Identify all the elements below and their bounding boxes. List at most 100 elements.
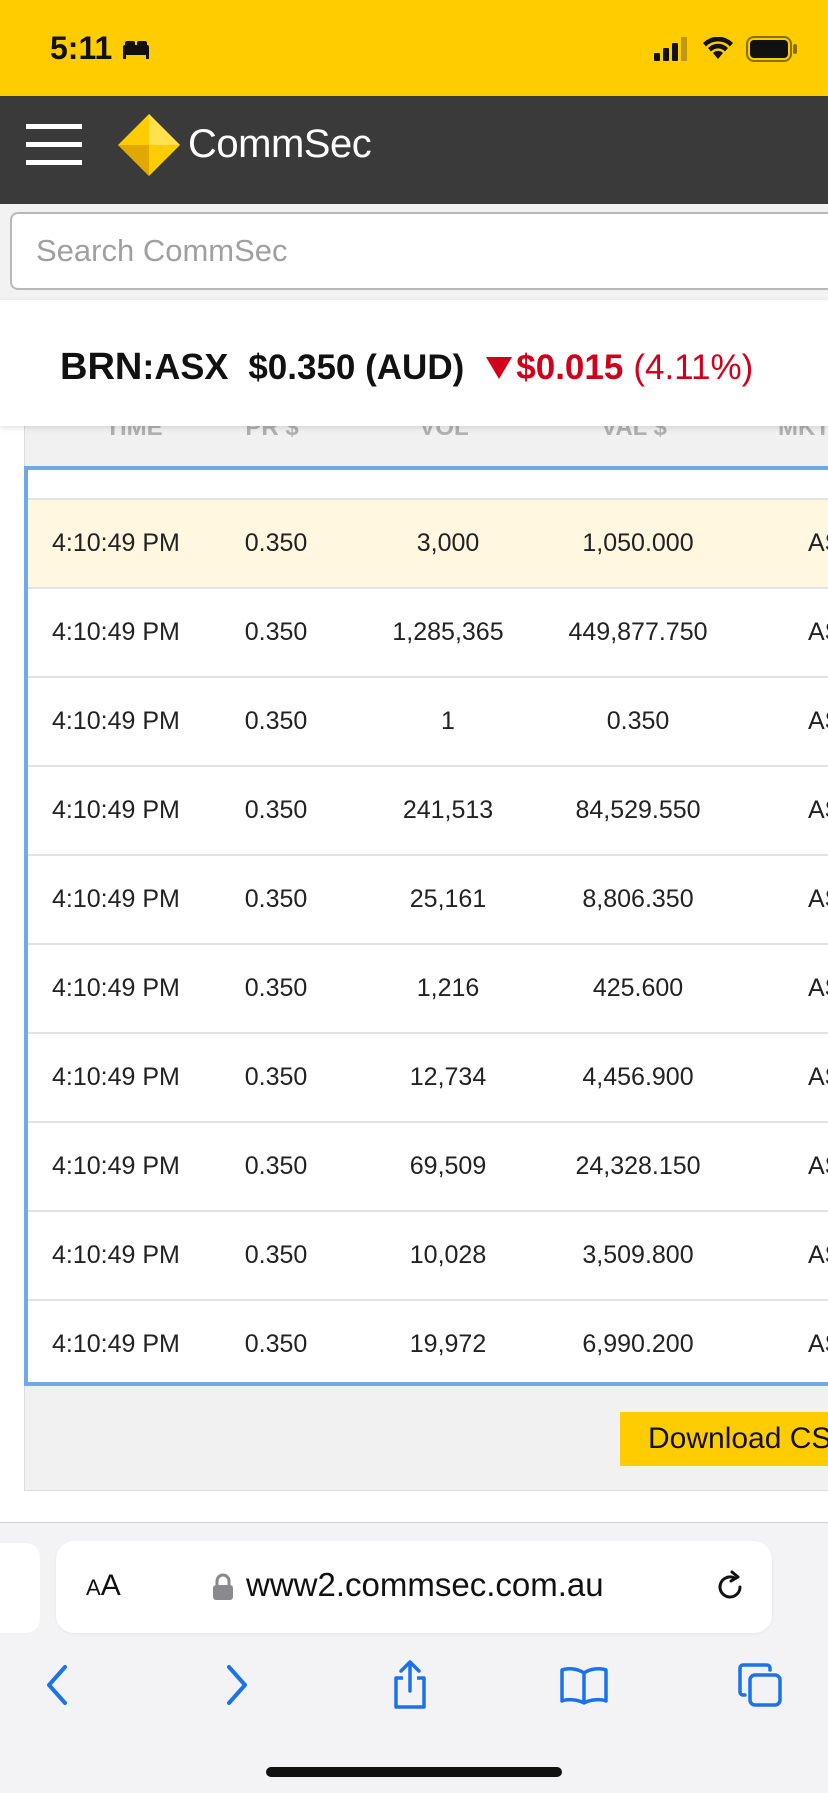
stock-exchange: :ASX — [142, 346, 229, 387]
trade-volume: 241,513 — [402, 796, 494, 824]
search-bar — [0, 204, 828, 300]
forward-icon[interactable] — [206, 1655, 266, 1715]
address-bar[interactable]: AA www2.commsec.com.au — [56, 1541, 772, 1633]
table-row[interactable]: 4:10:49 PM 0.350 1,285,365 449,877.750 AS — [28, 589, 828, 678]
column-header-market[interactable]: MKT — [778, 426, 828, 440]
trade-volume: 1 — [441, 707, 455, 735]
trade-market: AS — [808, 796, 828, 824]
trade-value: 84,529.550 — [575, 796, 701, 824]
trade-market: AS — [808, 1063, 828, 1091]
column-header-price[interactable]: PR $ — [245, 426, 299, 440]
brand-name[interactable]: CommSec — [188, 122, 372, 166]
status-bar: 5:11 — [0, 0, 828, 96]
trade-time: 4:10:49 PM — [52, 707, 180, 735]
trade-volume: 3,000 — [416, 529, 480, 557]
column-header-time[interactable]: TIME — [105, 426, 163, 440]
trade-price: 0.350 — [244, 974, 308, 1002]
wifi-icon — [703, 37, 733, 59]
bookmarks-icon[interactable] — [554, 1655, 614, 1715]
trade-price: 0.350 — [244, 1063, 308, 1091]
trade-time: 4:10:49 PM — [52, 1152, 180, 1180]
trade-value: 425.600 — [592, 974, 684, 1002]
table-row[interactable]: 4:10:49 PM 0.350 3,000 1,050.000 AS — [28, 500, 828, 589]
commsec-logo[interactable] — [118, 114, 180, 176]
trade-market: AS — [808, 618, 828, 646]
trade-time: 4:10:49 PM — [52, 796, 180, 824]
text-size-button[interactable]: AA — [86, 1569, 121, 1602]
trade-value: 24,328.150 — [575, 1152, 701, 1180]
trade-volume: 10,028 — [409, 1241, 487, 1269]
previous-tab-preview[interactable] — [0, 1543, 40, 1633]
trade-price: 0.350 — [244, 707, 308, 735]
column-headers: TIME PR $ VOL VAL $ MKT — [24, 426, 828, 440]
column-header-volume[interactable]: VOL — [419, 426, 469, 440]
trade-market: AS — [808, 974, 828, 1002]
trade-market: AS — [808, 1152, 828, 1180]
table-header-spacer — [28, 470, 828, 500]
home-indicator — [266, 1767, 562, 1777]
table-row[interactable]: 4:10:49 PM 0.350 25,161 8,806.350 AS — [28, 856, 828, 945]
trade-market: AS — [808, 1330, 828, 1358]
battery-icon — [746, 36, 797, 62]
trade-value: 0.350 — [606, 707, 670, 735]
price-change-percent: (4.11%) — [633, 348, 754, 387]
sleep-mode-icon — [123, 41, 150, 59]
trade-volume: 25,161 — [409, 885, 487, 913]
menu-icon[interactable] — [26, 124, 82, 174]
trade-market: AS — [808, 885, 828, 913]
table-row[interactable]: 4:10:49 PM 0.350 19,972 6,990.200 AS — [28, 1301, 828, 1382]
trade-value: 1,050.000 — [582, 529, 694, 557]
trade-time: 4:10:49 PM — [52, 529, 180, 557]
trade-time: 4:10:49 PM — [52, 1063, 180, 1091]
column-header-value[interactable]: VAL $ — [601, 426, 667, 440]
trade-market: AS — [808, 529, 828, 557]
reload-icon[interactable] — [710, 1567, 750, 1607]
trade-price: 0.350 — [244, 1330, 308, 1358]
course-of-sales-section: TIME PR $ VOL VAL $ MKT 4:10:49 PM 0.350 3… — [0, 426, 828, 1522]
site-header: CommSec — [0, 96, 828, 204]
status-icons — [654, 34, 798, 64]
trade-price: 0.350 — [244, 796, 308, 824]
table-row[interactable]: 4:10:49 PM 0.350 12,734 4,456.900 AS — [28, 1034, 828, 1123]
status-time: 5:11 — [50, 30, 151, 67]
table-row[interactable]: 4:10:49 PM 0.350 241,513 84,529.550 AS — [28, 767, 828, 856]
table-row[interactable]: 4:10:49 PM 0.350 1 0.350 AS — [28, 678, 828, 767]
signal-icon — [654, 37, 687, 61]
trade-value: 3,509.800 — [582, 1241, 694, 1269]
table-row[interactable]: 4:10:49 PM 0.350 1,216 425.600 AS — [28, 945, 828, 1034]
trade-volume: 69,509 — [409, 1152, 487, 1180]
tabs-icon[interactable] — [730, 1655, 790, 1715]
trade-value: 6,990.200 — [582, 1330, 694, 1358]
trade-volume: 1,285,365 — [392, 618, 504, 646]
trade-time: 4:10:49 PM — [52, 885, 180, 913]
trade-time: 4:10:49 PM — [52, 1330, 180, 1358]
share-icon[interactable] — [380, 1655, 440, 1715]
url-text[interactable]: www2.commsec.com.au — [246, 1566, 604, 1603]
trade-value: 8,806.350 — [582, 885, 694, 913]
price-change: $0.015 — [516, 348, 624, 387]
browser-nav — [0, 1655, 828, 1715]
trade-volume: 1,216 — [416, 974, 480, 1002]
trade-price: 0.350 — [244, 1152, 308, 1180]
stock-code: BRN — [60, 346, 143, 388]
trade-value: 4,456.900 — [582, 1063, 694, 1091]
table-row[interactable]: 4:10:49 PM 0.350 10,028 3,509.800 AS — [28, 1212, 828, 1301]
download-csv-button[interactable]: Download CS — [620, 1412, 828, 1466]
browser-toolbar: AA www2.commsec.com.au — [0, 1522, 828, 1793]
trade-time: 4:10:49 PM — [52, 974, 180, 1002]
trade-volume: 12,734 — [409, 1063, 487, 1091]
trade-time: 4:10:49 PM — [52, 618, 180, 646]
trade-time: 4:10:49 PM — [52, 1241, 180, 1269]
lock-icon — [213, 1573, 233, 1600]
table-row[interactable]: 4:10:49 PM 0.350 69,509 24,328.150 AS — [28, 1123, 828, 1212]
trade-price: 0.350 — [244, 1241, 308, 1269]
trade-price: 0.350 — [244, 885, 308, 913]
trade-price: 0.350 — [244, 529, 308, 557]
search-input[interactable] — [10, 212, 828, 290]
trade-volume: 19,972 — [409, 1330, 487, 1358]
trade-market: AS — [808, 707, 828, 735]
stock-quote: BRN :ASX $0.350 (AUD) $0.015 (4.11%) — [0, 300, 828, 426]
back-icon[interactable] — [28, 1655, 88, 1715]
trade-price: 0.350 — [244, 618, 308, 646]
